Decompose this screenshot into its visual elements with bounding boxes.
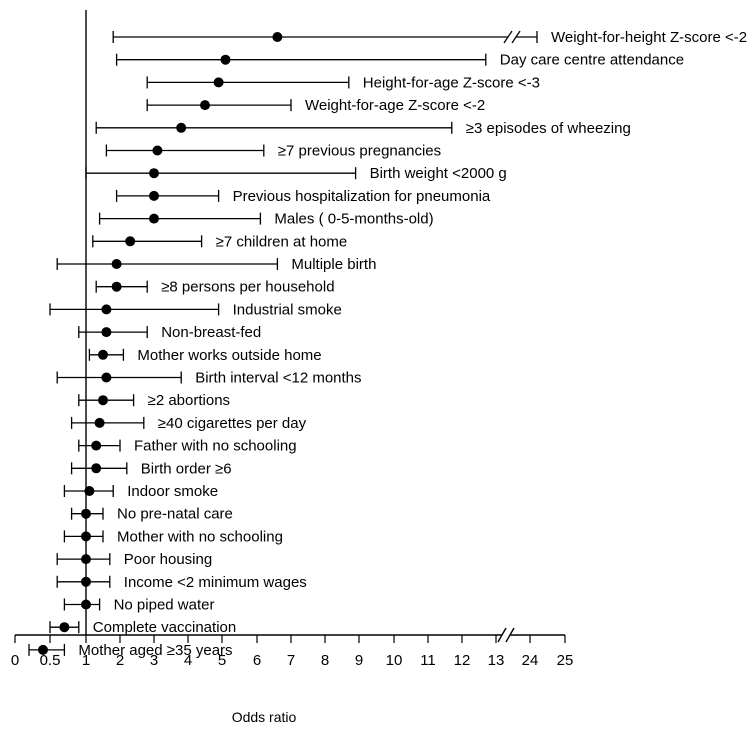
x-tick-label: 7: [287, 652, 295, 669]
ci-break-mark: [511, 30, 521, 44]
x-tick-label: 3: [150, 652, 158, 669]
row-label: Weight-for-age Z-score <-2: [305, 97, 485, 114]
axis-break-mark: [505, 627, 515, 643]
row-label: Weight-for-height Z-score <-2: [551, 29, 747, 46]
row-label: ≥3 episodes of wheezing: [466, 120, 631, 137]
odds-ratio-point: [81, 531, 91, 542]
x-tick-label: 11: [420, 652, 436, 669]
odds-ratio-point: [38, 644, 48, 655]
x-axis-label: Odds ratio: [232, 709, 297, 725]
row-label: ≥8 persons per household: [161, 279, 334, 296]
odds-ratio-point: [111, 281, 122, 292]
x-tick-label: 5: [218, 652, 226, 669]
row-label: Multiple birth: [291, 256, 376, 273]
row-label: No piped water: [114, 597, 215, 614]
x-tick-label: 24: [522, 652, 539, 669]
odds-ratio-point: [101, 372, 112, 383]
odds-ratio-point: [98, 395, 108, 406]
odds-ratio-point: [84, 486, 95, 496]
axis-break-mark: [497, 627, 507, 643]
odds-ratio-point: [149, 190, 159, 201]
x-tick-label: 0: [11, 652, 19, 669]
odds-ratio-point: [149, 213, 159, 224]
row-label: Mother with no schooling: [117, 528, 283, 545]
x-tick-label: 0.5: [40, 652, 61, 669]
row-label: Income <2 minimum wages: [124, 574, 307, 591]
odds-ratio-point: [94, 417, 105, 428]
row-label: ≥40 cigarettes per day: [158, 415, 307, 432]
x-tick-label: 6: [253, 652, 261, 669]
odds-ratio-point: [149, 168, 159, 179]
odds-ratio-point: [91, 463, 102, 474]
odds-ratio-point: [101, 304, 112, 315]
odds-ratio-point: [91, 440, 102, 451]
odds-ratio-point: [213, 77, 224, 88]
row-label: Non-breast-fed: [161, 324, 261, 341]
row-label: ≥7 previous pregnancies: [278, 143, 441, 160]
odds-ratio-point: [220, 54, 231, 65]
odds-ratio-point: [101, 327, 112, 338]
row-label: Males ( 0-5-months-old): [274, 211, 433, 228]
row-label: Father with no schooling: [134, 438, 297, 455]
row-label: Birth order ≥6: [141, 460, 232, 477]
row-label: Poor housing: [124, 551, 212, 568]
row-label: Indoor smoke: [127, 483, 218, 500]
row-label: Complete vaccination: [93, 619, 236, 636]
odds-ratio-point: [98, 349, 108, 360]
odds-ratio-point: [81, 576, 91, 587]
odds-ratio-point: [81, 599, 91, 610]
x-tick-label: 25: [557, 652, 574, 669]
x-tick-label: 2: [116, 652, 124, 669]
odds-ratio-point: [111, 259, 122, 269]
row-label: Birth weight <2000 g: [370, 165, 507, 182]
odds-ratio-point: [272, 32, 283, 42]
odds-ratio-point: [176, 122, 187, 133]
row-label: ≥2 abortions: [148, 392, 230, 409]
row-label: Previous hospitalization for pneumonia: [233, 188, 491, 205]
row-label: Height-for-age Z-score <-3: [363, 74, 540, 91]
x-tick-label: 12: [454, 652, 471, 669]
row-label: Mother works outside home: [137, 347, 321, 364]
row-label: ≥7 children at home: [216, 233, 348, 250]
odds-ratio-point: [59, 622, 70, 633]
row-label: Birth interval <12 months: [195, 370, 361, 387]
x-tick-label: 9: [355, 652, 363, 669]
row-label: Mother aged ≥35 years: [78, 642, 232, 659]
odds-ratio-point: [81, 554, 91, 565]
odds-ratio-point: [200, 100, 210, 111]
x-tick-label: 1: [82, 652, 90, 669]
x-tick-label: 8: [321, 652, 329, 669]
ci-break-mark: [503, 30, 513, 44]
x-tick-label: 4: [184, 652, 192, 669]
odds-ratio-point: [81, 508, 91, 519]
x-tick-label: 13: [488, 652, 505, 669]
row-label: Day care centre attendance: [500, 52, 684, 69]
odds-ratio-point: [152, 145, 163, 156]
x-tick-label: 10: [386, 652, 403, 669]
row-label: Industrial smoke: [233, 301, 342, 318]
odds-ratio-point: [125, 236, 136, 247]
row-label: No pre-natal care: [117, 506, 233, 523]
